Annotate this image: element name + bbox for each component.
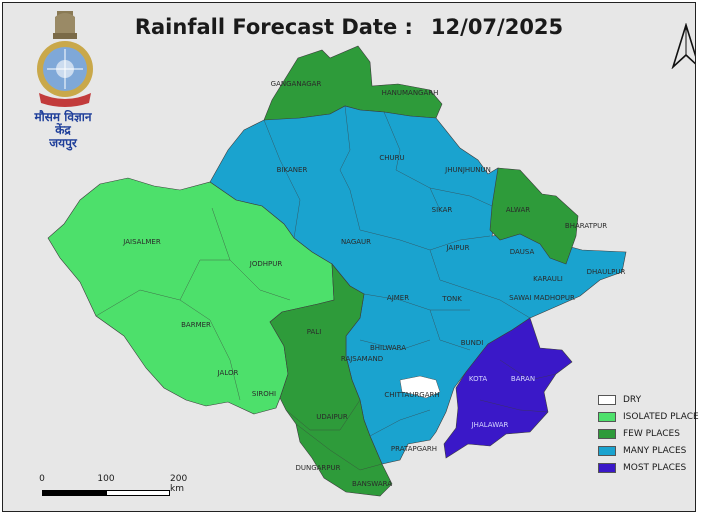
scale-segment-1 <box>42 490 106 496</box>
label-sawai-madhopur: SAWAI MADHOPUR <box>509 294 575 302</box>
title-label: Rainfall Forecast Date : <box>134 15 413 39</box>
label-ganganagar: GANGANAGAR <box>271 80 322 88</box>
label-jaisalmer: JAISALMER <box>122 238 161 246</box>
region-most-southeast <box>443 317 573 459</box>
district-boundaries <box>95 105 557 471</box>
legend-item-isolated: ISOLATED PLACE <box>598 408 699 425</box>
label-jodhpur: JODHPUR <box>249 260 283 268</box>
legend-swatch <box>598 445 616 456</box>
region-alwar-bharatpur <box>489 167 579 265</box>
scale-label-100: 100 <box>97 474 115 484</box>
label-bharatpur: BHARATPUR <box>565 222 607 230</box>
forecast-date: 12/07/2025 <box>430 15 564 39</box>
legend-label: MOST PLACES <box>623 462 687 473</box>
label-karauli: KARAULI <box>533 275 563 283</box>
district-labels: GANGANAGAR HANUMANGARH BIKANER CHURU JHU… <box>122 80 625 488</box>
label-jaipur: JAIPUR <box>445 244 469 252</box>
label-chittaurgarh: CHITTAURGARH <box>384 391 439 399</box>
region-dry-pocket <box>399 375 441 399</box>
legend-item-dry: DRY <box>598 391 699 408</box>
scale-label-200: 200 km <box>170 474 188 494</box>
org-line-1: मौसम विज्ञान <box>34 110 92 124</box>
label-jhalawar: JHALAWAR <box>471 421 509 429</box>
legend-swatch <box>598 394 616 405</box>
legend: DRY ISOLATED PLACE FEW PLACES MANY PLACE… <box>598 391 699 476</box>
legend-swatch <box>598 462 616 473</box>
label-churu: CHURU <box>379 154 404 162</box>
legend-item-few: FEW PLACES <box>598 425 699 442</box>
label-rajsamand: RAJSAMAND <box>341 355 383 363</box>
label-alwar: ALWAR <box>506 206 530 214</box>
label-barmer: BARMER <box>181 321 211 329</box>
label-hanumangarh: HANUMANGARH <box>382 89 439 97</box>
label-dholpur: DHAULPUR <box>587 268 626 276</box>
region-few-south <box>269 263 393 497</box>
legend-swatch <box>598 411 616 422</box>
label-ajmer: AJMER <box>387 294 409 302</box>
legend-item-most: MOST PLACES <box>598 459 699 476</box>
legend-swatch <box>598 428 616 439</box>
label-sikar: SIKAR <box>432 206 453 214</box>
legend-label: MANY PLACES <box>623 445 687 456</box>
scale-label-0: 0 <box>39 474 45 484</box>
label-banswara: BANSWARA <box>352 480 392 488</box>
org-line-2: केंद्र <box>55 123 71 137</box>
label-sirohi: SIROHI <box>252 390 276 398</box>
imd-emblem-icon <box>37 11 93 107</box>
legend-label: DRY <box>623 394 642 405</box>
org-line-3: जयपुर <box>49 136 77 150</box>
label-bikaner: BIKANER <box>277 166 308 174</box>
label-kota: KOTA <box>469 375 487 383</box>
label-nagaur: NAGAUR <box>341 238 371 246</box>
label-dausa: DAUSA <box>510 248 535 256</box>
label-jalor: JALOR <box>217 369 239 377</box>
legend-label: ISOLATED PLACE <box>623 411 699 422</box>
label-udaipur: UDAIPUR <box>316 413 348 421</box>
label-pali: PALI <box>307 328 322 336</box>
label-dungarpur: DUNGARPUR <box>295 464 340 472</box>
label-pratapgarh: PRATAPGARH <box>391 445 437 453</box>
organization-name: मौसम विज्ञान केंद्र जयपुर <box>17 111 109 150</box>
north-arrow-icon <box>671 23 695 69</box>
legend-label: FEW PLACES <box>623 428 680 439</box>
label-tonk: TONK <box>441 295 462 303</box>
label-baran: BARAN <box>511 375 535 383</box>
legend-item-many: MANY PLACES <box>598 442 699 459</box>
scale-segment-2 <box>106 490 170 496</box>
region-isolated-west <box>47 177 335 415</box>
label-jhunjhunu: JHUNJHUNUN <box>444 166 491 174</box>
scale-bar: 0 100 200 km <box>39 474 200 504</box>
label-bundi: BUNDI <box>461 339 484 347</box>
label-bhilwara: BHILWARA <box>370 344 406 352</box>
map-title: Rainfall Forecast Date : 12/07/2025 <box>3 15 695 39</box>
